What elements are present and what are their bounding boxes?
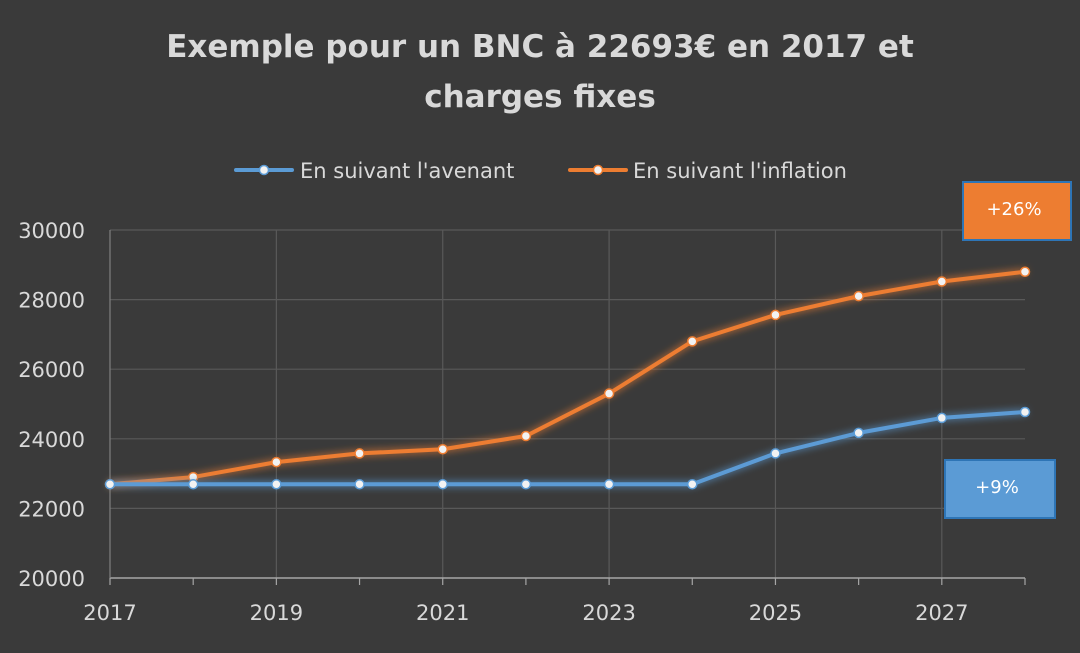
y-tick-label: 28000	[18, 289, 85, 313]
x-tick-label: 2027	[915, 601, 968, 625]
data-point	[520, 430, 532, 442]
x-tick-label: 2019	[250, 601, 303, 625]
data-point	[603, 388, 615, 399]
data-point	[520, 479, 532, 490]
data-point	[770, 309, 781, 321]
annotation-label: +26%	[986, 199, 1041, 220]
data-point	[437, 443, 448, 455]
y-tick-label: 22000	[18, 497, 85, 521]
y-tick-label: 20000	[18, 567, 85, 591]
legend-label: En suivant l'avenant	[300, 159, 514, 183]
series-line-0	[108, 410, 1027, 487]
data-point	[603, 479, 615, 490]
data-point	[1019, 266, 1031, 278]
y-tick-label: 26000	[18, 358, 85, 382]
data-point	[354, 479, 365, 490]
data-point	[687, 336, 698, 347]
data-point	[770, 448, 781, 459]
data-point	[1019, 406, 1031, 418]
annotation-box	[944, 459, 1056, 519]
legend-label: En suivant l'inflation	[633, 159, 847, 183]
data-point	[936, 276, 948, 287]
data-point	[187, 479, 199, 490]
data-point	[936, 412, 948, 424]
data-point	[437, 479, 448, 490]
x-tick-label: 2017	[83, 601, 136, 625]
x-tick-label: 2021	[416, 601, 469, 625]
data-point	[853, 290, 864, 302]
series-line-1	[108, 269, 1027, 487]
data-point	[271, 456, 282, 468]
data-point	[853, 427, 864, 439]
data-point	[687, 479, 698, 490]
legend-marker	[258, 164, 270, 176]
data-point	[104, 479, 116, 490]
x-tick-label: 2023	[582, 601, 635, 625]
legend-marker	[592, 164, 604, 176]
y-tick-label: 24000	[18, 428, 85, 452]
annotation-label: +9%	[975, 477, 1019, 498]
chart-title-line-1: Exemple pour un BNC à 22693€ en 2017 et	[166, 29, 914, 65]
x-tick-label: 2025	[749, 601, 802, 625]
data-point	[354, 448, 365, 459]
data-point	[271, 479, 282, 490]
annotation-box	[962, 181, 1072, 241]
chart-title: Exemple pour un BNC à 22693€ en 2017 et …	[0, 22, 1080, 122]
chart-title-line-2: charges fixes	[424, 79, 656, 115]
y-tick-label: 30000	[18, 219, 85, 243]
